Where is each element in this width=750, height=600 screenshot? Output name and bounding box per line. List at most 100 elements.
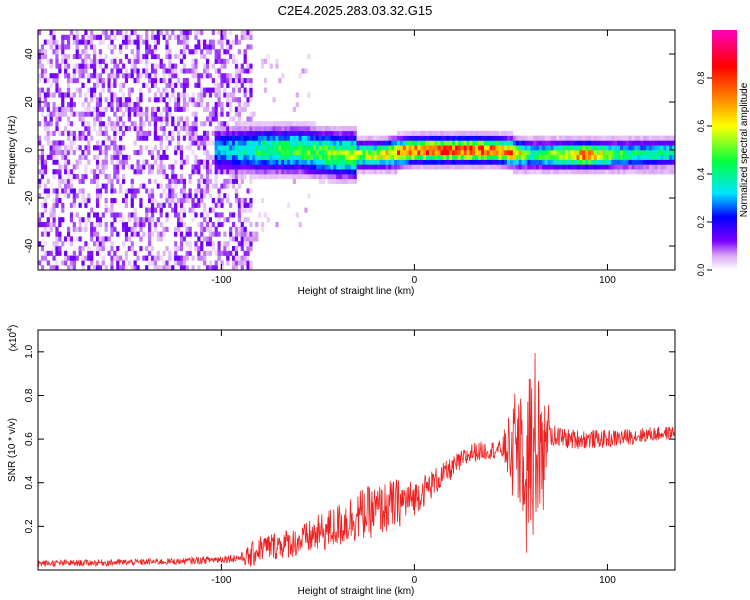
heatmap-cell <box>232 164 236 170</box>
heatmap-cell <box>229 202 233 208</box>
heatmap-cell <box>263 154 268 160</box>
heatmap-cell <box>179 178 184 184</box>
heatmap-cell <box>622 145 627 151</box>
heatmap-cell <box>124 202 129 208</box>
heatmap-cell <box>75 39 79 45</box>
heatmap-cell <box>153 260 158 266</box>
heatmap-cell <box>310 121 314 127</box>
heatmap-cell <box>95 183 100 189</box>
heatmap-cell <box>281 164 285 170</box>
heatmap-cell <box>214 92 218 98</box>
heatmap-cell <box>278 140 282 146</box>
heatmap-cell <box>121 130 126 136</box>
heatmap-cell <box>240 231 244 237</box>
heatmap-cell <box>197 250 201 256</box>
heatmap-cell <box>136 150 140 156</box>
heatmap-cell <box>46 102 50 108</box>
heatmap-cell <box>217 217 221 223</box>
heatmap-cell <box>591 154 595 160</box>
heatmap-cell <box>608 159 612 165</box>
heatmap-cell <box>185 68 189 74</box>
heatmap-cell <box>133 169 137 175</box>
heatmap-cell <box>646 169 650 175</box>
heatmap-cell <box>153 116 158 122</box>
heatmap-cell <box>69 121 74 127</box>
heatmap-cell <box>98 130 102 136</box>
heatmap-cell <box>150 111 155 117</box>
heatmap-cell <box>460 150 464 156</box>
heatmap-cell <box>38 169 42 175</box>
heatmap-cell <box>153 54 158 60</box>
heatmap-cell <box>150 202 155 208</box>
heatmap-cell <box>260 121 265 127</box>
heatmap-cell <box>301 121 305 127</box>
heatmap-cell <box>226 97 230 103</box>
heatmap-cell <box>200 246 204 252</box>
heatmap-cell <box>524 159 528 165</box>
heatmap-cell <box>133 54 137 60</box>
heatmap-cell <box>200 39 204 45</box>
heatmap-cell <box>336 150 340 156</box>
heatmap-cell <box>168 164 172 170</box>
heatmap-cell <box>469 140 473 146</box>
heatmap-cell <box>263 140 268 146</box>
heatmap-cell <box>411 150 415 156</box>
heatmap-cell <box>226 111 230 117</box>
heatmap-cell <box>237 255 241 261</box>
heatmap-cell <box>495 145 499 151</box>
heatmap-cell <box>489 150 493 156</box>
heatmap-cell <box>660 140 664 146</box>
heatmap-cell <box>217 140 221 146</box>
heatmap-cell <box>223 178 227 184</box>
heatmap-cell <box>58 44 62 50</box>
heatmap-cell <box>200 102 204 108</box>
heatmap-cell <box>217 193 221 199</box>
heatmap-cell <box>243 241 247 247</box>
heatmap-cell <box>168 97 172 103</box>
heatmap-cell <box>234 236 239 242</box>
heatmap-cell <box>220 145 224 151</box>
heatmap-cell <box>394 164 398 170</box>
heatmap-cell <box>660 145 664 151</box>
colorbar-tick-label: 0.2 <box>696 216 706 229</box>
heatmap-cell <box>55 150 59 156</box>
heatmap-cell <box>223 169 227 175</box>
heatmap-cell <box>289 130 294 136</box>
heatmap-cell <box>559 135 563 141</box>
heatmap-cell <box>229 78 233 84</box>
heatmap-cell <box>321 174 325 180</box>
heatmap-cell <box>249 207 253 213</box>
heatmap-cell <box>243 130 247 136</box>
heatmap-cell <box>596 169 601 175</box>
heatmap-cell <box>472 145 476 151</box>
heatmap-cell <box>318 164 323 170</box>
heatmap-cell <box>165 54 169 60</box>
heatmap-cell <box>217 159 221 165</box>
heatmap-cell <box>266 145 270 151</box>
spectrogram-y-tick-label: 20 <box>24 96 35 108</box>
heatmap-cell <box>428 159 433 165</box>
heatmap-cell <box>38 135 42 141</box>
heatmap-cell <box>182 78 186 84</box>
heatmap-cell <box>168 183 172 189</box>
heatmap-cell <box>179 207 184 213</box>
spectrogram-x-tick-label: 0 <box>412 275 418 286</box>
heatmap-cell <box>55 236 59 242</box>
heatmap-cell <box>388 169 392 175</box>
heatmap-cell <box>179 164 184 170</box>
heatmap-cell <box>483 140 488 146</box>
heatmap-cell <box>385 140 389 146</box>
heatmap-cell <box>179 126 184 132</box>
heatmap-cell <box>52 217 56 223</box>
heatmap-cell <box>246 164 250 170</box>
heatmap-cell <box>116 255 120 261</box>
heatmap-cell <box>58 178 62 184</box>
heatmap-cell <box>457 164 462 170</box>
heatmap-cell <box>159 111 163 117</box>
heatmap-cell <box>121 102 126 108</box>
heatmap-cell <box>232 169 236 175</box>
heatmap-cell <box>176 106 181 112</box>
heatmap-cell <box>275 121 279 127</box>
heatmap-cell <box>391 145 395 151</box>
heatmap-cell <box>93 126 97 132</box>
